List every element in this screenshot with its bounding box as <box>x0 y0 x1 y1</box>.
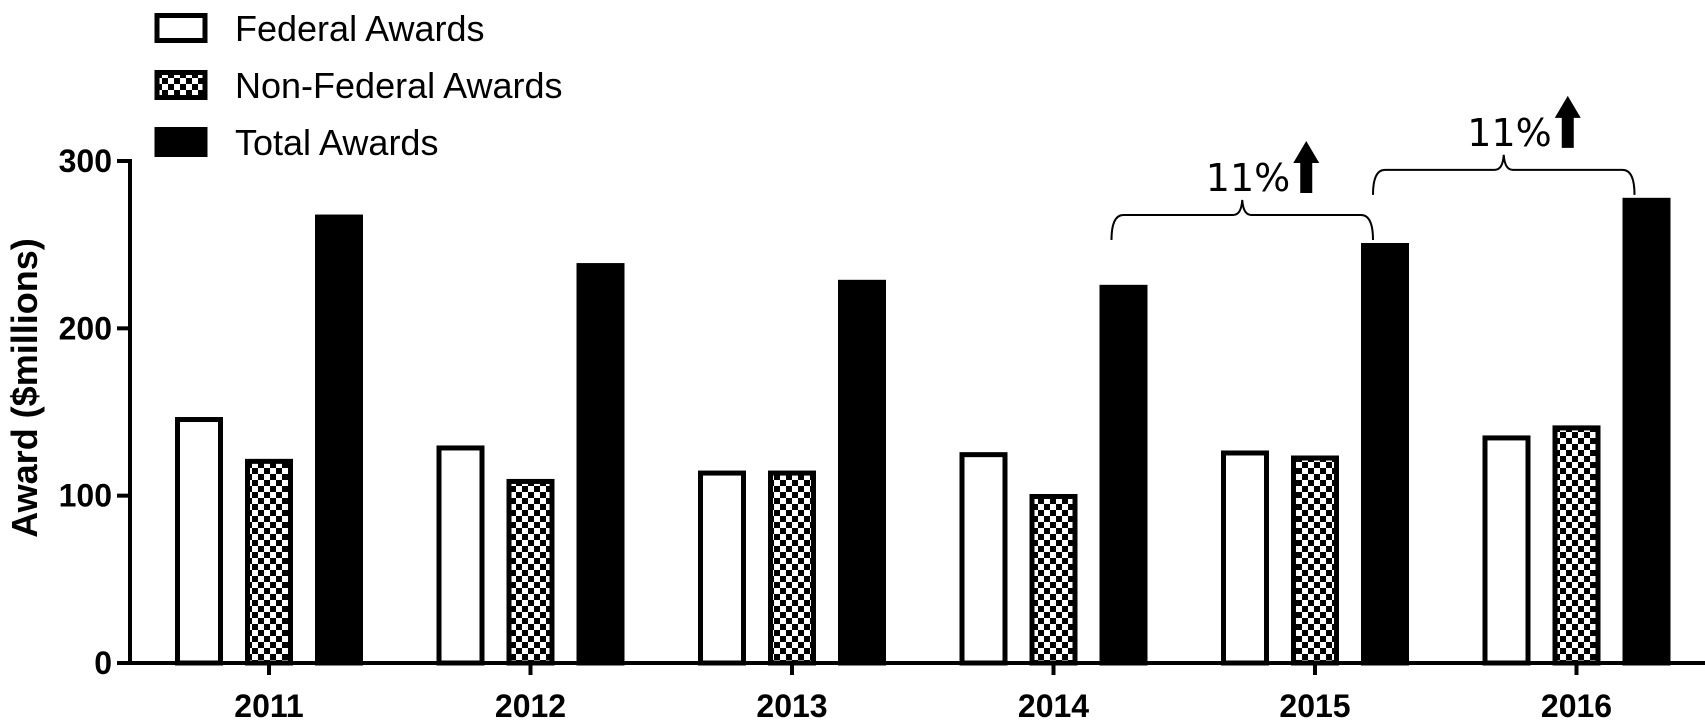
annotation-bracket-1 <box>1110 199 1374 240</box>
bar-non-federal-awards-2011 <box>245 458 293 666</box>
bar-non-federal-awards-2015 <box>1291 455 1339 666</box>
x-tick-label-2014: 2014 <box>1018 688 1089 723</box>
x-tick-label-2012: 2012 <box>495 688 566 723</box>
y-axis-title: Award ($millions) <box>4 238 45 537</box>
y-tick-label-200: 200 <box>59 310 112 346</box>
bar-federal-awards-2013 <box>698 470 746 666</box>
bar-non-federal-awards-2012 <box>506 478 555 666</box>
bar-total-awards-2016 <box>1622 197 1671 666</box>
x-tick-label-2011: 2011 <box>234 688 303 723</box>
legend-swatch-federal-awards <box>154 13 208 43</box>
y-tick-label-300: 300 <box>59 143 112 179</box>
bar-total-awards-2012 <box>576 263 625 666</box>
bar-total-awards-2011 <box>315 214 363 666</box>
bar-federal-awards-2015 <box>1221 450 1269 666</box>
bar-federal-awards-2014 <box>959 452 1008 666</box>
y-tick-label-0: 0 <box>94 645 112 681</box>
x-tick-label-2013: 2013 <box>756 688 827 723</box>
bars-group <box>175 197 1671 666</box>
legend-label-federal-awards: Federal Awards <box>235 8 484 49</box>
legend-label-non-federal-awards: Non-Federal Awards <box>235 65 563 106</box>
legend-swatch-non-federal-awards <box>154 70 208 100</box>
axes-group: 0 100 200 300 2011 2012 2013 2014 2015 2016 <box>59 143 1705 723</box>
annotations-group: 11% 11% <box>1110 95 1636 240</box>
y-tick-label-100: 100 <box>59 478 112 514</box>
annotation-up-arrow-icon-1 <box>1293 140 1320 193</box>
bar-total-awards-2013 <box>838 279 886 666</box>
bar-federal-awards-2012 <box>436 445 485 666</box>
bar-total-awards-2014 <box>1099 284 1148 666</box>
legend: Federal Awards Non-Federal Awards Total Aw… <box>154 8 563 163</box>
legend-swatch-total-awards <box>154 127 208 157</box>
annotation-up-arrow-icon-2 <box>1554 95 1581 148</box>
annotation-label-1: 11% <box>1206 156 1290 200</box>
bar-non-federal-awards-2014 <box>1029 493 1078 666</box>
annotation-label-2: 11% <box>1467 111 1551 155</box>
bar-federal-awards-2016 <box>1482 435 1531 666</box>
bar-federal-awards-2011 <box>175 417 223 666</box>
x-tick-label-2015: 2015 <box>1279 688 1350 723</box>
bar-non-federal-awards-2016 <box>1552 425 1601 666</box>
annotation-bracket-2 <box>1372 154 1636 195</box>
x-tick-label-2016: 2016 <box>1541 688 1612 723</box>
legend-label-total-awards: Total Awards <box>235 122 438 163</box>
bar-total-awards-2015 <box>1361 242 1409 666</box>
bar-non-federal-awards-2013 <box>768 470 816 666</box>
